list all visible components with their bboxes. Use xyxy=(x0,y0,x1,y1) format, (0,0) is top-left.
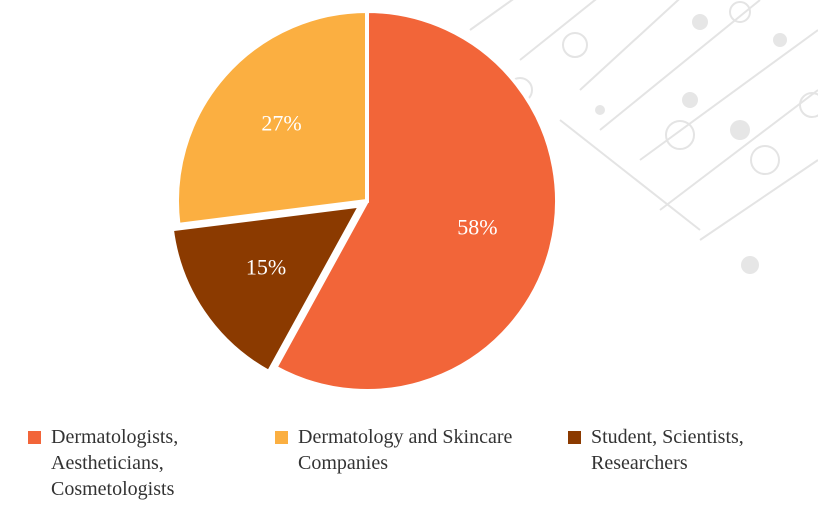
legend-item: Dermatologists, Aestheticians, Cosmetolo… xyxy=(28,424,271,502)
pie: 58% 15% 27% xyxy=(172,11,557,391)
legend-swatch xyxy=(28,431,41,444)
legend-swatch xyxy=(568,431,581,444)
slice-label: 27% xyxy=(261,111,301,136)
legend-item: Dermatology and Skincare Companies xyxy=(275,424,528,476)
chart: 58% 15% 27% xyxy=(0,0,818,420)
slice-label: 15% xyxy=(246,255,286,280)
page: 58% 15% 27% Dermatologists, Aestheticians,… xyxy=(0,0,818,516)
legend-item: Student, Scientists, Researchers xyxy=(568,424,811,476)
legend-label: Dermatology and Skincare Companies xyxy=(298,424,528,476)
legend: Dermatologists, Aestheticians, Cosmetolo… xyxy=(0,424,818,516)
slice-label: 58% xyxy=(457,214,497,239)
legend-label: Student, Scientists, Researchers xyxy=(591,424,811,476)
legend-swatch xyxy=(275,431,288,444)
legend-label: Dermatologists, Aestheticians, Cosmetolo… xyxy=(51,424,271,502)
